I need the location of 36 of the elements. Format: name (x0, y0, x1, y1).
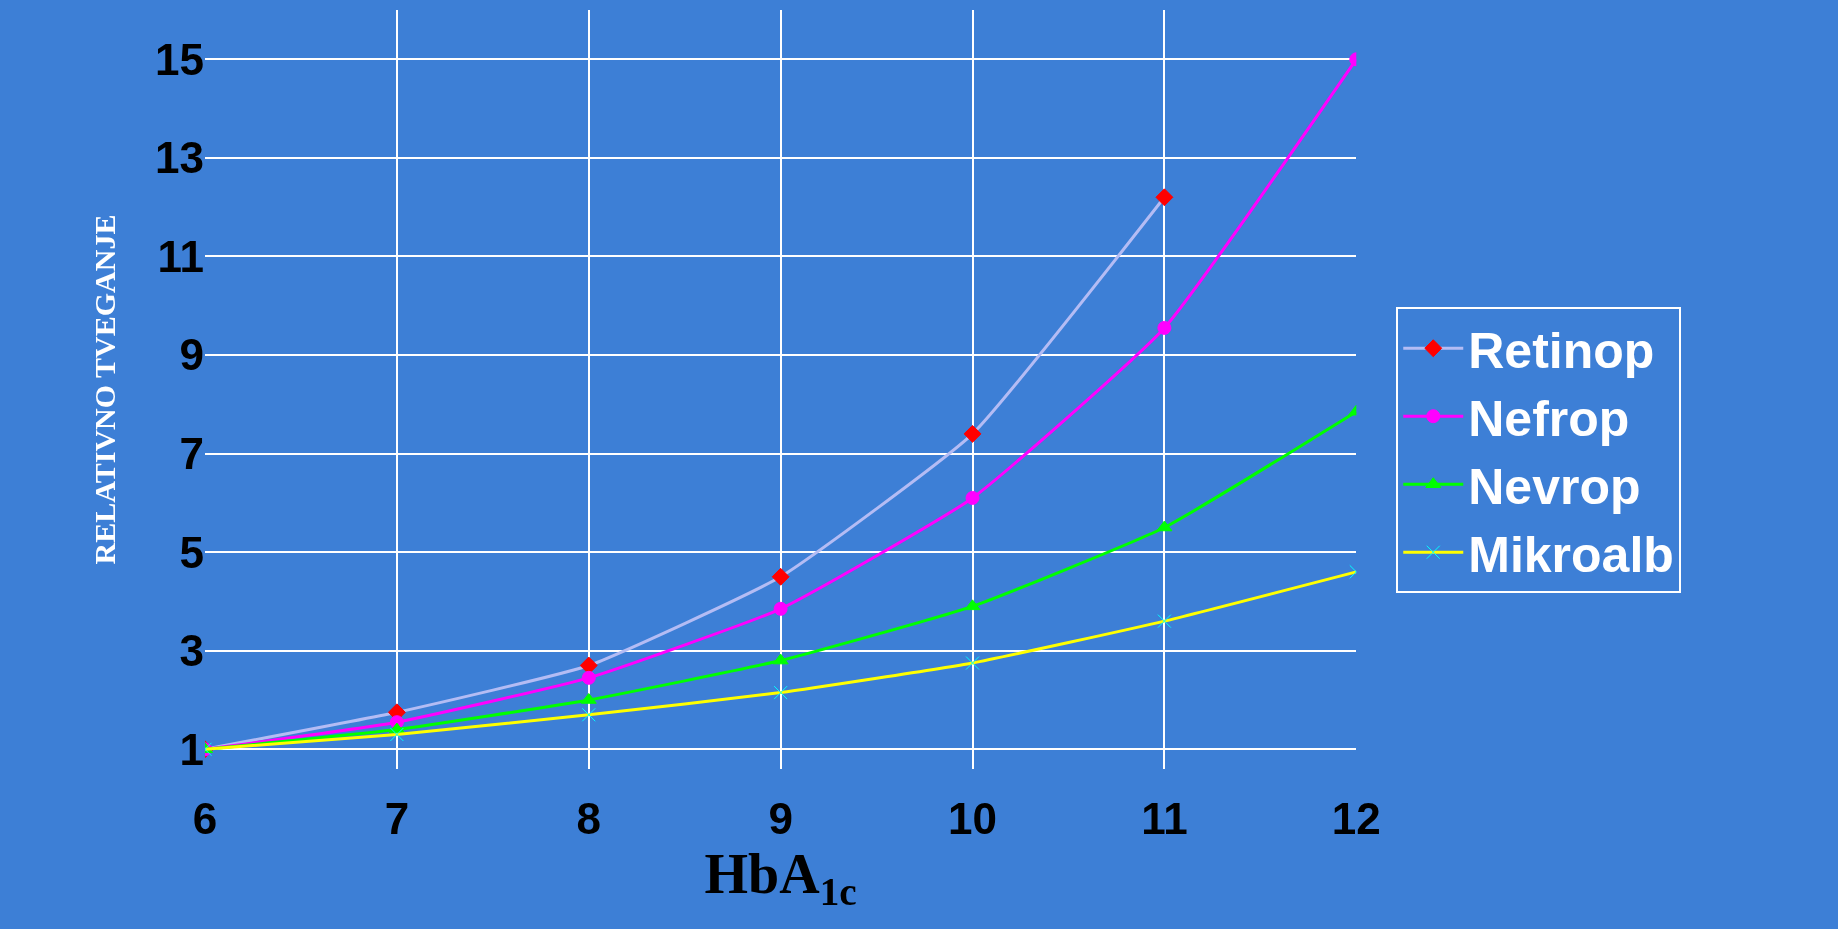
point (581, 670, 596, 685)
y-axis-title: RELATIVNO TVEGANJE (88, 214, 122, 565)
point (389, 727, 404, 742)
y-tick-label: 3 (179, 626, 204, 676)
point (963, 424, 982, 443)
point (771, 567, 790, 586)
point (1155, 188, 1174, 207)
x-tick-label: 6 (192, 794, 218, 843)
y-tick-label: 9 (179, 330, 204, 380)
point (1157, 320, 1172, 335)
y-tick-label: 11 (157, 231, 204, 281)
point (964, 599, 981, 611)
x-tick-label: 11 (1141, 794, 1188, 843)
point (1156, 520, 1173, 532)
y-tick-label: 5 (179, 527, 204, 577)
y-tick-label: 1 (179, 724, 204, 774)
x-tick-label: 10 (948, 794, 997, 843)
point (772, 653, 789, 665)
point (773, 601, 788, 616)
y-tick-label: 15 (155, 34, 204, 84)
legend-label: Mikroalb (1468, 526, 1674, 583)
y-tick-label: 13 (155, 133, 204, 183)
x-tick-label: 9 (768, 794, 793, 843)
x-tick-label: 12 (1331, 794, 1381, 843)
point (773, 685, 788, 700)
legend-label: Nevrop (1468, 458, 1641, 515)
x-axis-title: HbA$_{1c}$ (704, 843, 857, 913)
legend-label: Retinop (1468, 322, 1655, 379)
point (965, 490, 980, 505)
y-tick-label: 7 (179, 428, 204, 478)
x-tick-label: 8 (576, 794, 601, 843)
legend-label: Nefrop (1468, 390, 1630, 447)
point (581, 707, 596, 722)
point (1157, 614, 1172, 629)
point (965, 656, 980, 671)
x-tick-label: 7 (384, 794, 410, 843)
